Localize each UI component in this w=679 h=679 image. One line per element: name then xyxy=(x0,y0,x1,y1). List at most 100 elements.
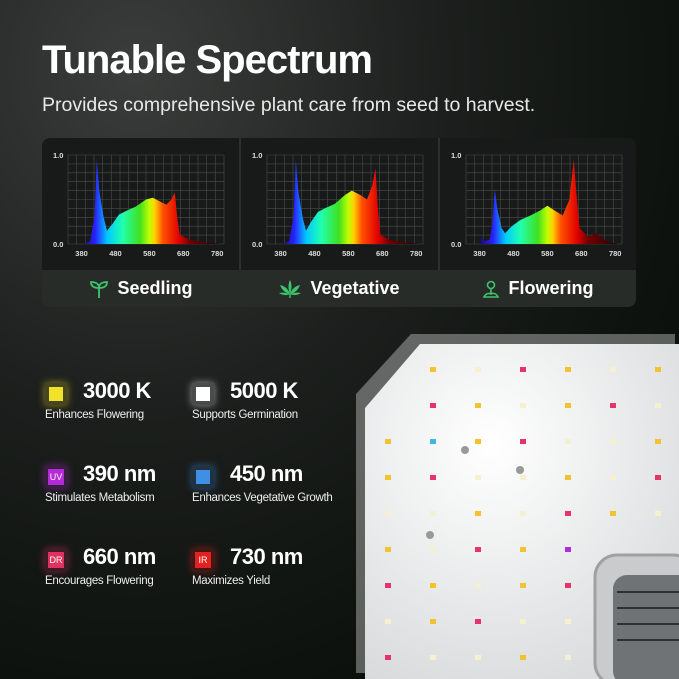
led-chip xyxy=(385,547,391,552)
led-swatch-icon: DR xyxy=(45,549,67,571)
led-swatch-icon xyxy=(192,383,214,405)
led-chip xyxy=(430,403,436,408)
x-tick-label: 480 xyxy=(308,249,321,258)
feature-description: Maximizes Yield xyxy=(192,575,270,587)
led-swatch-icon: IR xyxy=(192,549,214,571)
led-tag: IR xyxy=(195,552,211,568)
feature-description: Supports Germination xyxy=(192,409,298,421)
led-chip xyxy=(520,619,526,624)
leaf-icon xyxy=(279,279,302,298)
led-chip xyxy=(520,547,526,552)
feature-description: Stimulates Metabolism xyxy=(45,492,155,504)
led-chip xyxy=(520,475,526,480)
led-chip xyxy=(475,655,481,660)
led-chip xyxy=(655,475,661,480)
y-tick-label: 1.0 xyxy=(451,151,461,160)
led-chip xyxy=(655,511,661,516)
chart-vegetative: 0.0 1.0 380 480 580 680 780 xyxy=(241,138,438,270)
led-chip xyxy=(475,367,481,372)
flower-icon xyxy=(482,280,499,298)
led-chip xyxy=(610,475,616,480)
led-chip xyxy=(565,475,571,480)
led-chip xyxy=(655,367,661,372)
feature-description: Encourages Flowering xyxy=(45,575,154,587)
led-tag: UV xyxy=(48,469,64,485)
feature-value: 450 nm xyxy=(230,461,303,486)
led-chip xyxy=(565,403,571,408)
led-chip xyxy=(655,403,661,408)
stage-label-row: Seedling Vegetative Flowering xyxy=(42,270,636,307)
led-chip xyxy=(565,619,571,624)
feature-description: Enhances Flowering xyxy=(45,409,144,421)
spectrum-curve xyxy=(282,159,420,244)
led-chip xyxy=(430,547,436,552)
x-tick-label: 680 xyxy=(177,249,190,258)
led-chip xyxy=(385,511,391,516)
led-chip xyxy=(610,367,616,372)
y-tick-label: 0.0 xyxy=(53,240,63,249)
x-tick-label: 380 xyxy=(274,249,287,258)
page-subtitle: Provides comprehensive plant care from s… xyxy=(42,94,536,116)
y-tick-label: 0.0 xyxy=(252,240,262,249)
stage-vegetative: Vegetative xyxy=(240,270,438,307)
screw xyxy=(426,531,434,539)
led-chip xyxy=(430,439,436,444)
y-tick-label: 1.0 xyxy=(252,151,262,160)
feature-value: 660 nm xyxy=(83,544,156,569)
stage-label: Flowering xyxy=(508,278,594,298)
led-chip xyxy=(610,403,616,408)
x-tick-label: 580 xyxy=(143,249,156,258)
y-tick-label: 1.0 xyxy=(53,151,63,160)
x-tick-label: 580 xyxy=(342,249,355,258)
led-chip xyxy=(520,439,526,444)
chart-seedling: 0.0 1.0 380 480 580 680 780 xyxy=(42,138,239,270)
spectrum-chart: 0.0 1.0 380 480 580 680 780 xyxy=(451,151,623,258)
led-chip xyxy=(385,583,391,588)
page-title: Tunable Spectrum xyxy=(42,38,373,82)
feature-value: 390 nm xyxy=(83,461,156,486)
led-chip xyxy=(520,583,526,588)
feature-description: Enhances Vegetative Growth xyxy=(192,492,333,504)
led-chip xyxy=(610,511,616,516)
spectrum-curve xyxy=(479,159,619,244)
led-chip xyxy=(475,403,481,408)
led-chip xyxy=(565,511,571,516)
spectrum-chart: 0.0 1.0 380 480 580 680 780 xyxy=(53,151,225,258)
led-chip xyxy=(475,475,481,480)
led-chip xyxy=(475,511,481,516)
feature-value: 730 nm xyxy=(230,544,303,569)
led-chip xyxy=(430,583,436,588)
led-chip xyxy=(610,439,616,444)
led-chip xyxy=(475,583,481,588)
spectrum-panel: 0.0 1.0 380 480 580 680 780 0.0 1.0 380 480 580 680… xyxy=(42,138,636,307)
grow-light-panel-image xyxy=(356,334,679,679)
led-chip xyxy=(565,367,571,372)
stage-label: Vegetative xyxy=(310,278,400,298)
led-swatch-icon: UV xyxy=(45,466,67,488)
led-chip xyxy=(520,367,526,372)
led-chip xyxy=(475,547,481,552)
x-tick-label: 580 xyxy=(541,249,554,258)
spectrum-curve xyxy=(83,159,221,244)
led-chip xyxy=(385,619,391,624)
chart-flowering: 0.0 1.0 380 480 580 680 780 xyxy=(440,138,636,270)
led-chip xyxy=(565,655,571,660)
stage-seedling: Seedling xyxy=(42,270,240,307)
led-chip xyxy=(475,619,481,624)
x-tick-label: 780 xyxy=(410,249,423,258)
x-tick-label: 380 xyxy=(75,249,88,258)
led-chip xyxy=(385,655,391,660)
led-chip xyxy=(520,511,526,516)
led-chip xyxy=(565,547,571,552)
y-tick-label: 0.0 xyxy=(451,240,461,249)
led-chip xyxy=(430,655,436,660)
screw xyxy=(516,466,524,474)
led-chip xyxy=(475,439,481,444)
led-chip xyxy=(430,619,436,624)
sprout-icon xyxy=(90,280,109,298)
led-chip xyxy=(430,367,436,372)
led-chip xyxy=(430,511,436,516)
led-chip xyxy=(385,475,391,480)
led-chip xyxy=(430,475,436,480)
x-tick-label: 680 xyxy=(376,249,389,258)
